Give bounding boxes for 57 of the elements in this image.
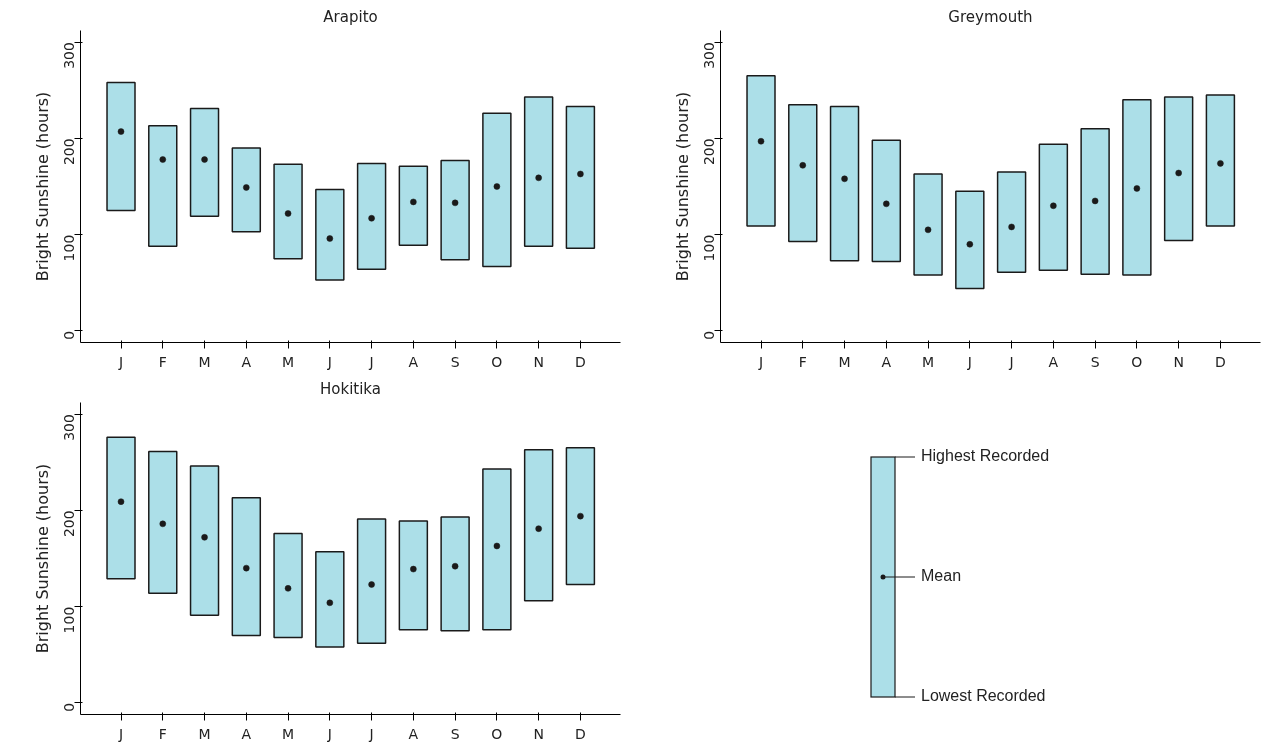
x-tick-label: N [533,353,544,370]
y-axis-title: Bright Sunshine (hours) [32,91,52,282]
y-tick-label: 200 [61,510,78,538]
x-tick-label: J [368,353,374,370]
x-tick-label: A [241,353,252,370]
x-tick-label: A [408,353,419,370]
x-tick-label: O [1131,353,1143,370]
x-tick-label: D [1215,353,1226,370]
y-tick-label: 100 [701,234,718,262]
x-tick-label: F [158,725,167,742]
chart-title: Greymouth [948,7,1033,26]
y-tick-label: 100 [61,234,78,262]
x-tick-label: A [1048,353,1059,370]
text: Lowest Recorded [921,687,1046,705]
y-tick-label: 100 [61,606,78,634]
x-tick-label: M [838,353,851,370]
x-tick-label: M [198,725,211,742]
x-tick-label: M [922,353,935,370]
x-tick-label: F [798,353,807,370]
y-tick-label: 0 [701,330,718,340]
x-tick-label: M [198,353,211,370]
y-axis-title: Bright Sunshine (hours) [32,463,52,654]
x-tick-label: J [326,353,332,370]
x-tick-label: J [117,725,124,742]
x-tick-label: N [1173,353,1184,370]
text: Highest Recorded [921,447,1050,465]
x-tick-label: D [575,725,586,742]
x-tick-label: S [450,353,460,370]
x-tick-label: F [158,353,167,370]
chart-title: Hokitika [320,379,381,398]
y-tick-label: 200 [701,138,718,166]
chart-title: Arapito [323,7,378,26]
x-tick-label: S [1090,353,1100,370]
y-tick-label: 0 [61,702,78,712]
y-tick-label: 300 [61,414,78,441]
y-tick-label: 300 [701,42,718,69]
x-tick-label: J [368,725,374,742]
x-tick-label: J [966,353,972,370]
x-tick-label: J [757,353,764,370]
y-axis-title: Bright Sunshine (hours) [672,91,692,282]
y-tick-label: 200 [61,138,78,166]
text: Mean [921,567,962,585]
x-tick-label: A [881,353,892,370]
y-tick-label: 0 [61,330,78,340]
x-tick-label: N [533,725,544,742]
x-tick-label: O [491,725,503,742]
x-tick-label: A [241,725,252,742]
y-tick-label: 300 [61,42,78,69]
x-tick-label: M [282,725,295,742]
x-tick-label: M [282,353,295,370]
x-tick-label: A [408,725,419,742]
x-tick-label: S [450,725,460,742]
x-tick-label: O [491,353,503,370]
x-tick-label: D [575,353,586,370]
x-tick-label: J [326,725,332,742]
x-tick-label: J [1008,353,1014,370]
x-tick-label: J [117,353,124,370]
